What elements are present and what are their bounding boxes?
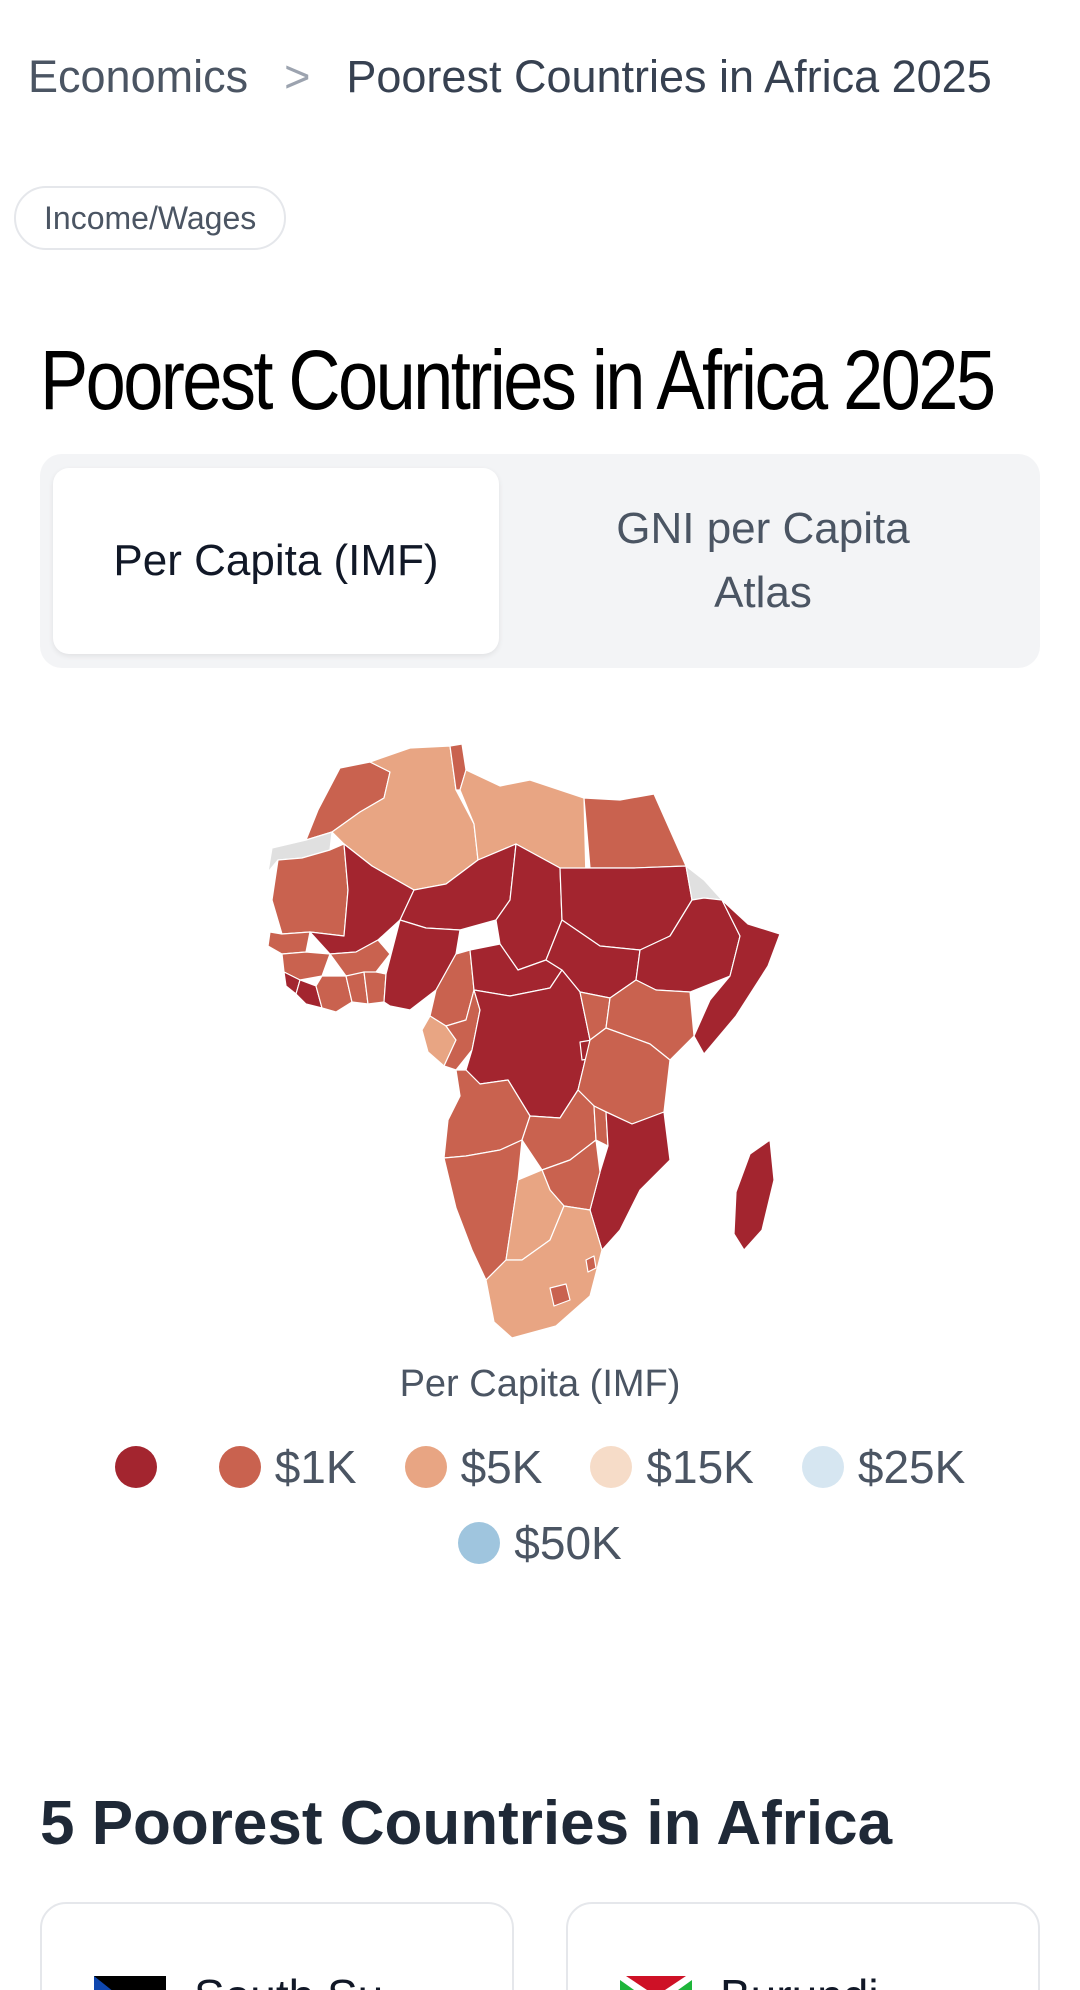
legend-item[interactable]: $1K bbox=[218, 1440, 357, 1494]
legend-item[interactable]: $25K bbox=[801, 1440, 966, 1494]
legend-swatch-3 bbox=[590, 1446, 633, 1488]
africa-map-svg bbox=[267, 743, 781, 1339]
legend-label: $1K bbox=[274, 1441, 357, 1493]
country-card-name: Burundi bbox=[720, 1966, 879, 1990]
tab-per-capita-imf[interactable]: Per Capita (IMF) bbox=[53, 468, 499, 654]
breadcrumb: Economics > Poorest Countries in Africa 20… bbox=[28, 44, 1028, 110]
legend-swatch-1 bbox=[218, 1446, 261, 1488]
map-region-libya[interactable] bbox=[459, 769, 587, 881]
page-title: Poorest Countries in Africa 2025 bbox=[40, 333, 996, 427]
map-region-senegal[interactable] bbox=[267, 931, 311, 955]
section-title: 5 Poorest Countries in Africa bbox=[40, 1789, 893, 1858]
breadcrumb-current: Poorest Countries in Africa 2025 bbox=[346, 51, 992, 102]
legend-item[interactable]: $50K bbox=[458, 1516, 622, 1570]
tab-gni-per-capita-atlas[interactable]: GNI per Capita Atlas bbox=[616, 504, 910, 617]
metric-tabs: Per Capita (IMF) GNI per Capita Atlas bbox=[40, 454, 1040, 668]
legend-swatch-0 bbox=[114, 1446, 157, 1488]
country-card-burundi[interactable]: Burundi bbox=[566, 1902, 1040, 1990]
legend-label: $5K bbox=[460, 1441, 543, 1493]
legend-item[interactable]: $5K bbox=[404, 1440, 543, 1494]
breadcrumb-separator: > bbox=[284, 51, 311, 102]
map-region-mozambique[interactable] bbox=[589, 1111, 671, 1251]
map-region-south-africa[interactable] bbox=[485, 1205, 603, 1339]
burundi-flag-icon bbox=[620, 1976, 692, 1990]
breadcrumb-economics-link[interactable]: Economics bbox=[28, 51, 249, 102]
map-region-togo-benin[interactable] bbox=[363, 971, 387, 1005]
legend-swatch-2 bbox=[404, 1446, 447, 1488]
map-region-madagascar[interactable] bbox=[733, 1139, 775, 1251]
south-sudan-flag-icon bbox=[94, 1976, 166, 1990]
map-legend: $1K $5K $15K $25K $50K bbox=[60, 1440, 1020, 1570]
map-region-eswatini[interactable] bbox=[585, 1255, 597, 1273]
legend-item[interactable] bbox=[114, 1440, 171, 1494]
map-legend-title: Per Capita (IMF) bbox=[399, 1363, 681, 1405]
map-region-egypt[interactable] bbox=[583, 793, 687, 869]
legend-swatch-5 bbox=[458, 1522, 501, 1564]
map-region-lesotho[interactable] bbox=[549, 1283, 571, 1307]
country-card-name: South Su bbox=[194, 1966, 383, 1990]
legend-swatch-4 bbox=[801, 1446, 844, 1488]
map-region-cote-divoire[interactable] bbox=[315, 975, 353, 1013]
legend-label: $25K bbox=[857, 1441, 966, 1493]
category-tag[interactable]: Income/Wages bbox=[14, 186, 287, 250]
map-region-somalia[interactable] bbox=[693, 899, 781, 1055]
legend-item[interactable]: $15K bbox=[590, 1440, 754, 1494]
legend-label: $50K bbox=[514, 1517, 622, 1569]
legend-label: $15K bbox=[646, 1441, 754, 1493]
country-card-south-sudan[interactable]: South Su bbox=[40, 1902, 514, 1990]
map-region-eritrea[interactable] bbox=[685, 865, 723, 901]
africa-choropleth-map[interactable] bbox=[260, 740, 820, 1360]
